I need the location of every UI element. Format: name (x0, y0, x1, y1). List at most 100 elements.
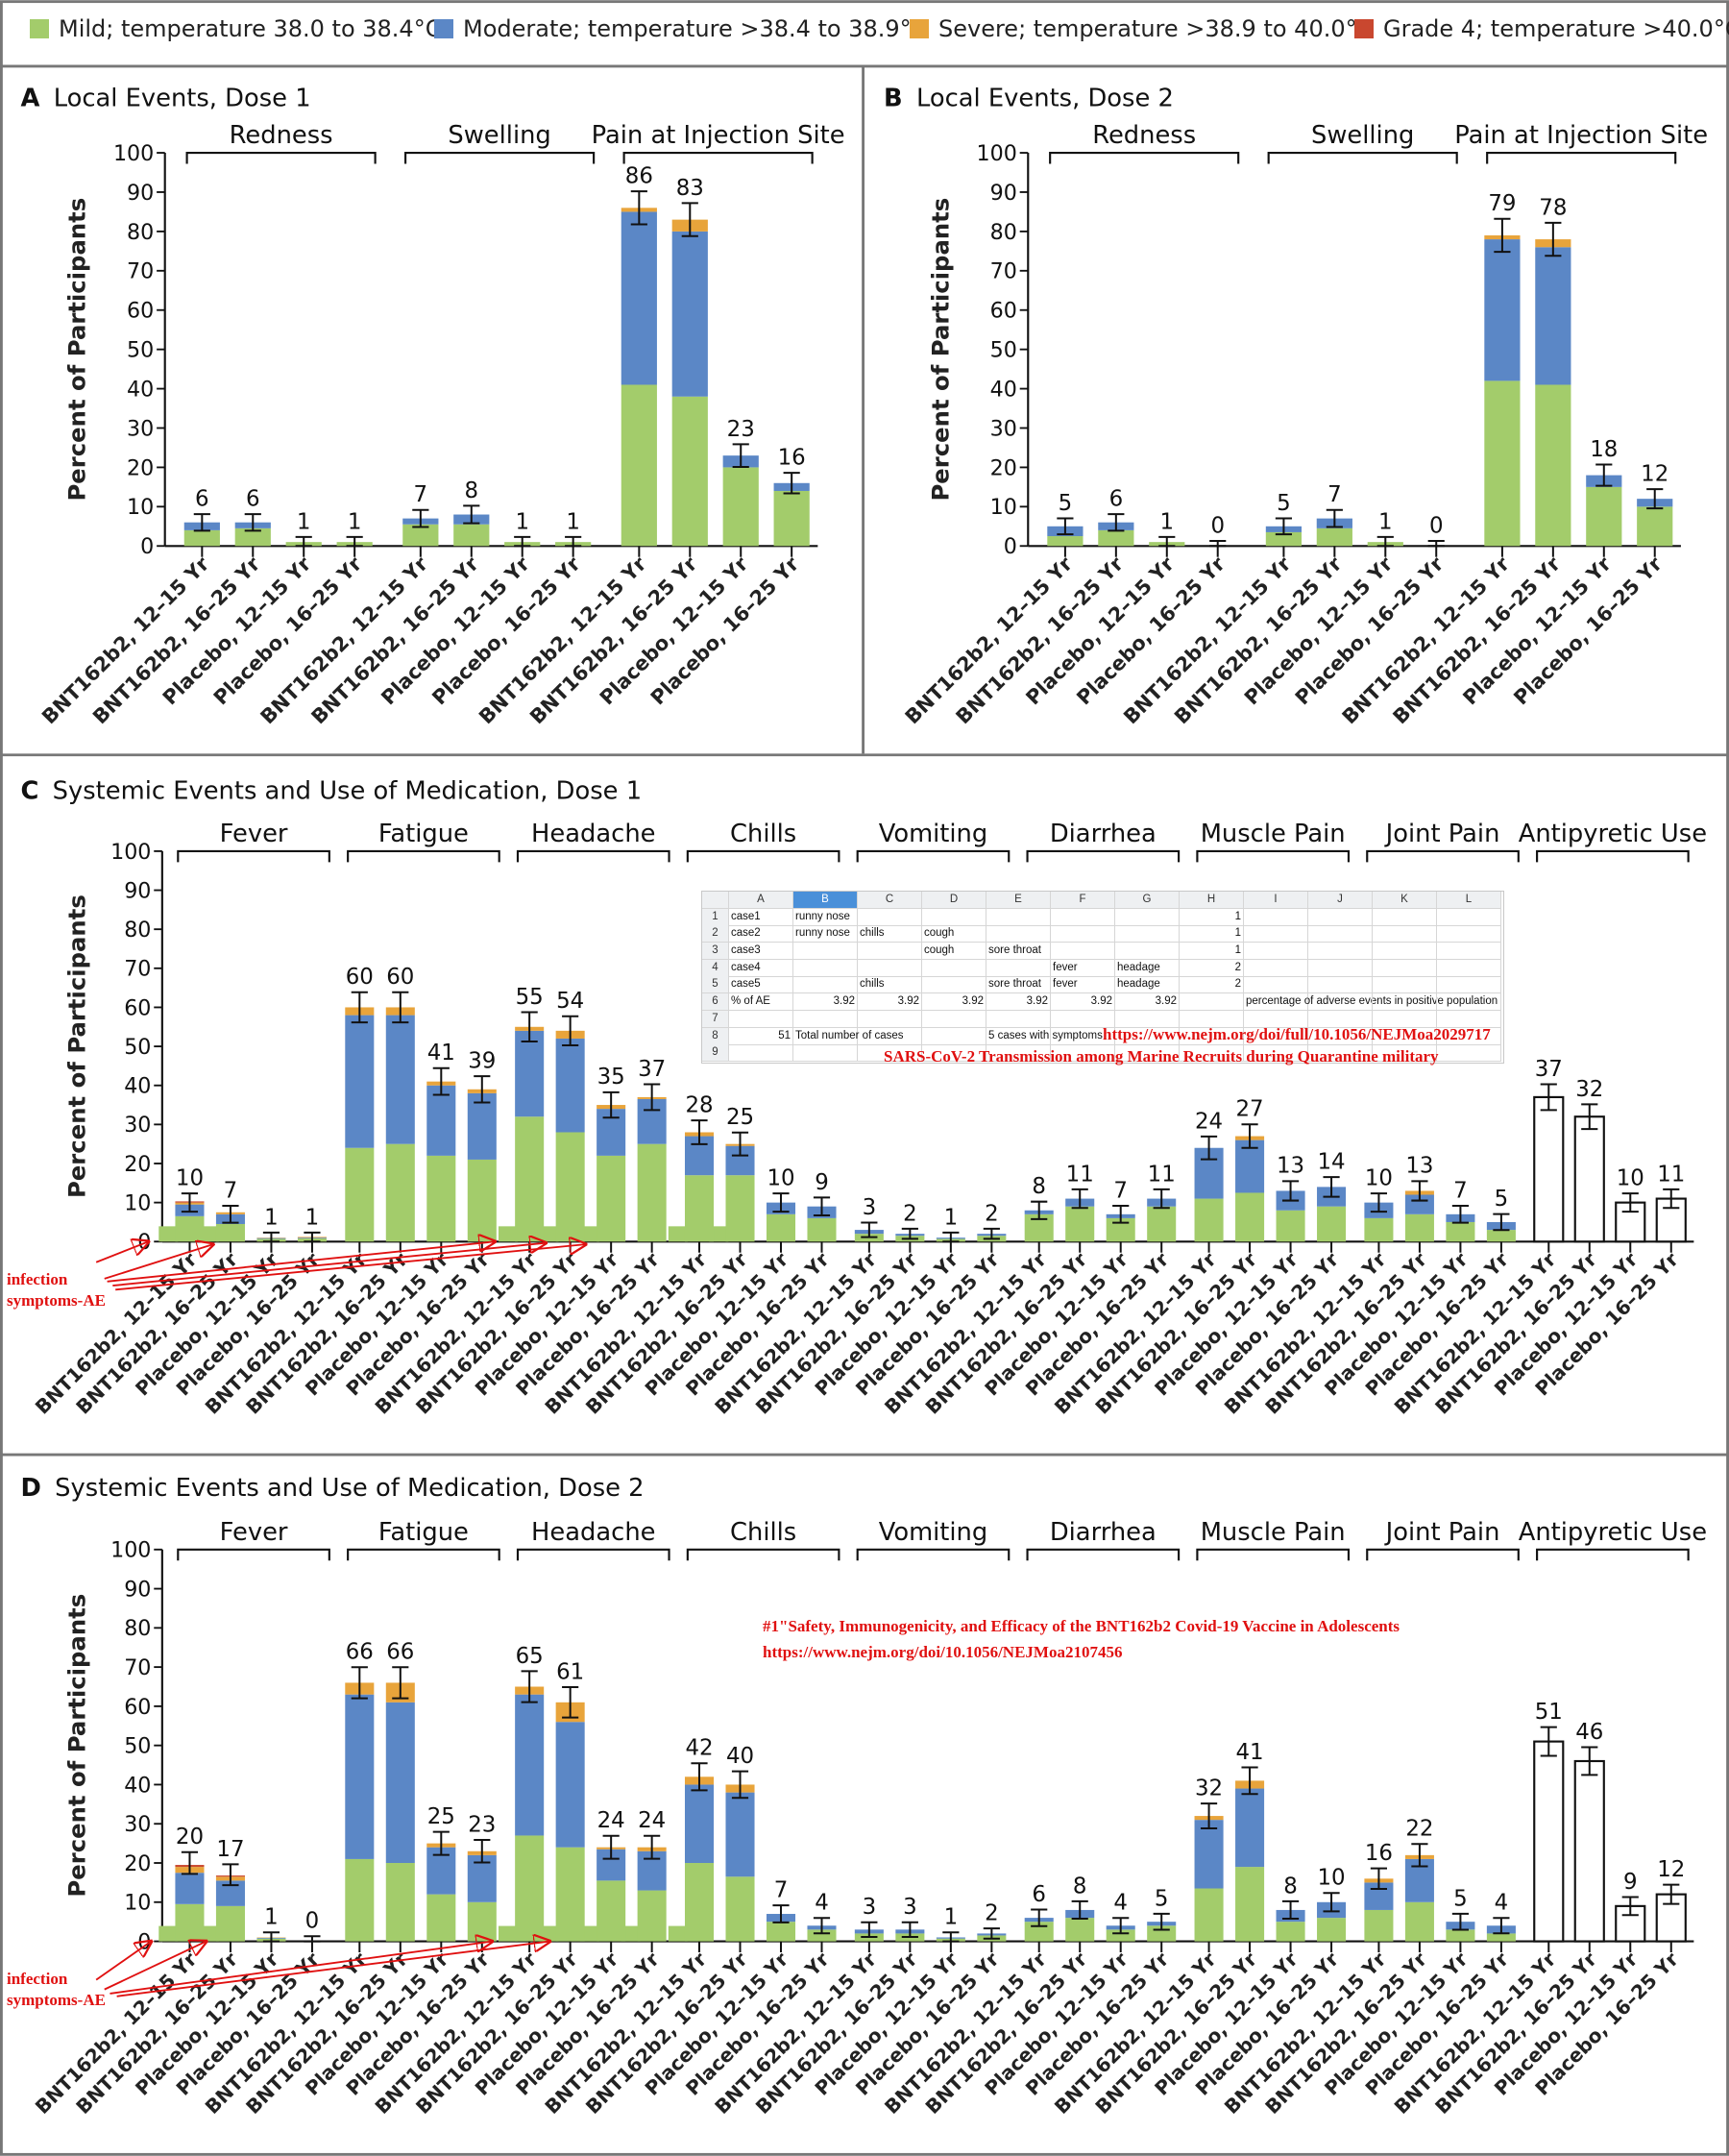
sheet-cell[interactable] (1373, 943, 1437, 961)
sheet-cell[interactable] (1244, 959, 1308, 977)
sheet-cell[interactable] (858, 1044, 922, 1063)
sheet-cell[interactable]: 1 (1180, 943, 1244, 961)
sheet-cell[interactable] (986, 959, 1051, 977)
sheet-cell[interactable] (729, 1010, 793, 1028)
column-header-D[interactable]: D (922, 892, 986, 909)
sheet-cell[interactable] (1373, 976, 1437, 994)
sheet-cell[interactable] (986, 1044, 1051, 1063)
sheet-cell[interactable]: case2 (729, 925, 793, 943)
sheet-cell[interactable] (922, 959, 986, 977)
sheet-cell[interactable]: 1 (1180, 908, 1244, 926)
sheet-cell[interactable] (793, 1010, 858, 1028)
sheet-cell[interactable]: percentage of adverse events in positive… (1244, 993, 1498, 1012)
sheet-cell[interactable] (1437, 943, 1501, 961)
row-header[interactable]: 2 (702, 925, 729, 943)
sheet-cell[interactable]: 1 (1180, 925, 1244, 943)
sheet-cell[interactable] (1244, 976, 1308, 994)
sheet-cell[interactable]: 3.92 (986, 993, 1051, 1012)
sheet-cell[interactable]: fever (1051, 976, 1115, 994)
sheet-cell[interactable] (1051, 943, 1115, 961)
sheet-cell[interactable] (1244, 1010, 1308, 1028)
sheet-cell[interactable] (793, 959, 858, 977)
row-header[interactable]: 9 (702, 1044, 729, 1063)
sheet-cell[interactable]: 3.92 (1115, 993, 1180, 1012)
sheet-cell[interactable]: chills (858, 976, 922, 994)
sheet-cell[interactable] (986, 908, 1051, 926)
sheet-cell[interactable] (1437, 925, 1501, 943)
sheet-cell[interactable]: 3.92 (793, 993, 858, 1012)
sheet-cell[interactable] (1308, 993, 1373, 1012)
sheet-cell[interactable] (729, 1044, 793, 1063)
sheet-cell[interactable] (922, 1027, 986, 1045)
sheet-cell[interactable]: fever (1051, 959, 1115, 977)
row-header[interactable]: 7 (702, 1010, 729, 1028)
sheet-cell[interactable]: case4 (729, 959, 793, 977)
sheet-cell[interactable] (1437, 993, 1501, 1012)
sheet-cell[interactable] (1115, 1027, 1180, 1045)
sheet-cell[interactable] (1437, 908, 1501, 926)
sheet-cell[interactable]: runny nose (793, 908, 858, 926)
sheet-cell[interactable]: % of AE (729, 993, 793, 1012)
column-header-H[interactable]: H (1180, 892, 1244, 909)
sheet-cell[interactable] (793, 1044, 858, 1063)
sheet-cell[interactable] (1437, 959, 1501, 977)
sheet-cell[interactable] (1373, 959, 1437, 977)
sheet-cell[interactable] (1373, 925, 1437, 943)
sheet-cell[interactable]: sore throat (986, 976, 1051, 994)
column-header-K[interactable]: K (1373, 892, 1437, 909)
sheet-cell[interactable] (858, 959, 922, 977)
sheet-cell[interactable] (858, 943, 922, 961)
sheet-cell[interactable] (858, 1027, 922, 1045)
column-header-E[interactable]: E (986, 892, 1051, 909)
row-header[interactable]: 3 (702, 943, 729, 961)
sheet-cell[interactable] (1051, 908, 1115, 926)
sheet-cell[interactable] (1115, 1044, 1180, 1063)
sheet-cell[interactable] (1051, 925, 1115, 943)
sheet-cell[interactable] (1244, 943, 1308, 961)
sheet-cell[interactable] (1308, 943, 1373, 961)
column-header-A[interactable]: A (729, 892, 793, 909)
sheet-cell[interactable] (1115, 943, 1180, 961)
sheet-cell[interactable] (1051, 1027, 1115, 1045)
sheet-cell[interactable]: 2 (1180, 959, 1244, 977)
sheet-cell[interactable] (793, 943, 858, 961)
sheet-cell[interactable]: runny nose (793, 925, 858, 943)
sheet-cell[interactable] (1373, 908, 1437, 926)
sheet-cell[interactable] (1244, 925, 1308, 943)
row-header[interactable]: 6 (702, 993, 729, 1012)
sheet-cell[interactable]: sore throat (986, 943, 1051, 961)
sheet-cell[interactable]: case1 (729, 908, 793, 926)
sheet-cell[interactable] (922, 1044, 986, 1063)
sheet-cell[interactable] (1308, 1010, 1373, 1028)
sheet-cell[interactable]: Total number of cases (793, 1027, 904, 1045)
column-header-J[interactable]: J (1308, 892, 1373, 909)
sheet-cell[interactable] (1373, 1044, 1437, 1063)
sheet-cell[interactable]: chills (858, 925, 922, 943)
sheet-cell[interactable] (1051, 1044, 1115, 1063)
sheet-cell[interactable]: 3.92 (858, 993, 922, 1012)
sheet-cell[interactable] (1308, 959, 1373, 977)
sheet-cell[interactable] (1437, 1027, 1501, 1045)
sheet-cell[interactable] (1244, 1027, 1308, 1045)
sheet-corner[interactable] (702, 892, 729, 909)
sheet-cell[interactable]: 3.92 (1051, 993, 1115, 1012)
sheet-cell[interactable] (1051, 1010, 1115, 1028)
sheet-cell[interactable] (922, 1010, 986, 1028)
sheet-cell[interactable] (986, 925, 1051, 943)
sheet-cell[interactable]: 5 cases with symptoms (986, 1027, 1103, 1045)
column-header-C[interactable]: C (858, 892, 922, 909)
column-header-B[interactable]: B (793, 892, 858, 909)
sheet-cell[interactable]: cough (922, 925, 986, 943)
sheet-cell[interactable] (1437, 1010, 1501, 1028)
sheet-cell[interactable] (1308, 908, 1373, 926)
sheet-cell[interactable] (1180, 1027, 1244, 1045)
sheet-cell[interactable] (1180, 1044, 1244, 1063)
column-header-G[interactable]: G (1115, 892, 1180, 909)
sheet-cell[interactable] (1308, 925, 1373, 943)
sheet-cell[interactable] (858, 908, 922, 926)
column-header-L[interactable]: L (1437, 892, 1501, 909)
row-header[interactable]: 5 (702, 976, 729, 994)
sheet-cell[interactable]: cough (922, 943, 986, 961)
sheet-cell[interactable] (1308, 976, 1373, 994)
sheet-cell[interactable] (1180, 1010, 1244, 1028)
